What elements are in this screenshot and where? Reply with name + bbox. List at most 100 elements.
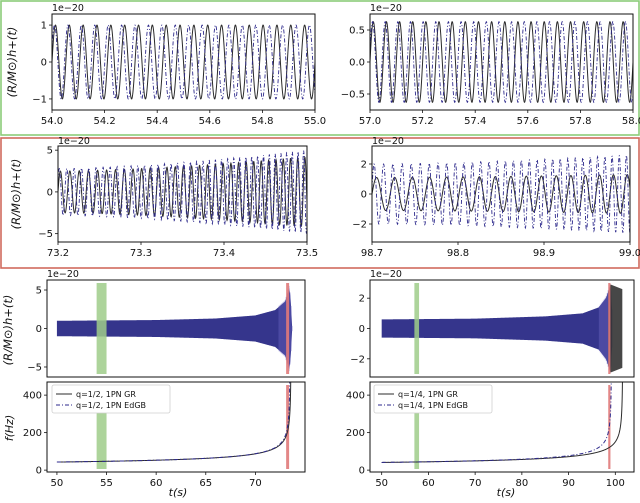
xtick-label: 80 xyxy=(515,478,528,489)
series-gr xyxy=(58,155,307,227)
xtick-label: 55 xyxy=(100,478,113,489)
xtick-label: 54.6 xyxy=(199,116,221,127)
xtick-label: 73.2 xyxy=(47,248,69,259)
xtick-label: 73.5 xyxy=(296,248,318,259)
plot-area xyxy=(52,24,315,100)
ytick-label: 400 xyxy=(346,391,365,402)
exponent-row2-left: 1e−20 xyxy=(58,136,90,147)
red-window-band xyxy=(608,385,611,469)
ylabel-row1-left: (R/M⊙)h+(t) xyxy=(5,27,19,98)
ytick-label: 0 xyxy=(359,466,365,477)
ylabel-row4-left: f(Hz) xyxy=(3,415,16,442)
xtick-label: 50 xyxy=(375,478,388,489)
xtick-label: 98.8 xyxy=(447,248,469,259)
xlabel-row4-left: t(s) xyxy=(169,486,188,499)
xtick-label: 57.4 xyxy=(464,116,486,127)
xtick-label: 99.0 xyxy=(619,248,640,259)
legend-row4-left: q=1/2, 1PN GR q=1/2, 1PN EdGB xyxy=(51,384,171,414)
ylabel-row2-left: (R/M⊙)h+(t) xyxy=(9,159,23,230)
axes-frame xyxy=(57,145,308,243)
series-gr xyxy=(370,20,633,104)
xtick-label: 65 xyxy=(199,478,212,489)
ytick-label: −2 xyxy=(350,354,365,365)
ytick-label: 0 xyxy=(47,187,53,198)
ytick-label: 200 xyxy=(346,428,365,439)
plot-area xyxy=(381,382,623,469)
xtick-label: 70 xyxy=(469,478,482,489)
axes-frame xyxy=(369,381,635,473)
plot-area xyxy=(370,20,633,104)
ytick-label: −0.5 xyxy=(341,90,365,101)
xtick-label: 57.6 xyxy=(517,116,539,127)
xtick-label: 100 xyxy=(606,478,625,489)
panel-row3-right: 2 0 −2 xyxy=(350,279,635,378)
gr-merger-region xyxy=(608,284,623,373)
ytick-label: 2 xyxy=(361,160,367,171)
waveform-envelope xyxy=(56,287,293,370)
ytick-label: 5 xyxy=(47,146,53,157)
exponent-row2-right: 1e−20 xyxy=(372,136,404,147)
series-edgb xyxy=(381,382,612,463)
ytick-label: 0.0 xyxy=(349,58,365,69)
ytick-label: 1 xyxy=(41,21,47,32)
exponent-row3-left: 1e−20 xyxy=(47,269,79,280)
ytick-label: 2 xyxy=(359,294,365,305)
legend-row4-right: q=1/4, 1PN GR q=1/4, 1PN EdGB xyxy=(373,384,493,414)
xlabel-row4-right: t(s) xyxy=(497,486,516,499)
panel-row4-left: 0 200 400 50 55 60 65 70 xyxy=(23,381,306,489)
panel-row1-right: 0.5 0.0 −0.5 57.0 57.2 57.4 57.6 57.8 58.0 xyxy=(341,13,640,127)
xtick-label: 98.9 xyxy=(533,248,555,259)
ytick-label: −1 xyxy=(32,94,47,105)
xtick-label: 73.3 xyxy=(130,248,152,259)
legend-label-edgb: q=1/2, 1PN EdGB xyxy=(76,401,146,410)
xtick-label: 73.4 xyxy=(213,248,235,259)
green-window-band xyxy=(96,385,107,469)
legend-label-gr: q=1/2, 1PN GR xyxy=(76,390,136,399)
series-edgb xyxy=(370,20,633,104)
panel-row1-left: 1 0 −1 54.0 54.2 54.4 54.6 54.8 55.0 xyxy=(32,13,326,127)
series-edgb xyxy=(372,154,630,234)
xtick-label: 70 xyxy=(249,478,262,489)
ytick-label: 0 xyxy=(41,58,47,69)
red-group-box xyxy=(0,137,640,269)
green-window-band xyxy=(96,283,107,374)
xtick-label: 98.7 xyxy=(361,248,383,259)
plot-area xyxy=(56,283,293,374)
green-group-box xyxy=(0,0,640,136)
green-window-band xyxy=(414,283,420,374)
ylabel-row3-left: (R/M⊙)h+(t) xyxy=(1,295,15,366)
ytick-label: 400 xyxy=(23,391,42,402)
waveform-envelope xyxy=(381,285,613,372)
legend-label-edgb: q=1/4, 1PN EdGB xyxy=(398,401,468,410)
xtick-label: 60 xyxy=(150,478,163,489)
plot-area xyxy=(56,382,292,469)
ytick-label: 0 xyxy=(359,324,365,335)
xtick-label: 54.4 xyxy=(146,116,168,127)
series-edgb xyxy=(56,382,291,463)
xtick-label: 50 xyxy=(51,478,64,489)
panel-row2-right: 2 0 −2 98.7 98.8 98.9 99.0 xyxy=(352,145,640,259)
panel-row4-right: 0 200 400 50 60 70 80 90 100 xyxy=(346,381,635,489)
xtick-label: 54.0 xyxy=(41,116,63,127)
xtick-label: 60 xyxy=(422,478,435,489)
axes-frame xyxy=(46,381,306,473)
red-window-band xyxy=(286,283,290,374)
legend-label-gr: q=1/4, 1PN GR xyxy=(398,390,458,399)
exponent-row3-right: 1e−20 xyxy=(370,269,402,280)
ytick-label: 0 xyxy=(36,466,42,477)
ytick-label: 0 xyxy=(361,190,367,201)
xtick-label: 58.0 xyxy=(622,116,640,127)
ytick-label: −5 xyxy=(38,229,53,240)
panel-row2-left: 5 0 −5 73.2 73.3 73.4 73.5 xyxy=(38,145,318,259)
plot-area xyxy=(381,283,623,374)
xtick-label: 54.8 xyxy=(251,116,273,127)
ytick-label: 0.5 xyxy=(349,26,365,37)
series-gr xyxy=(372,174,630,214)
ytick-label: 5 xyxy=(36,286,42,297)
plot-area xyxy=(58,150,307,235)
plot-area xyxy=(372,154,630,234)
red-window-band xyxy=(608,283,611,374)
xtick-label: 90 xyxy=(562,478,575,489)
